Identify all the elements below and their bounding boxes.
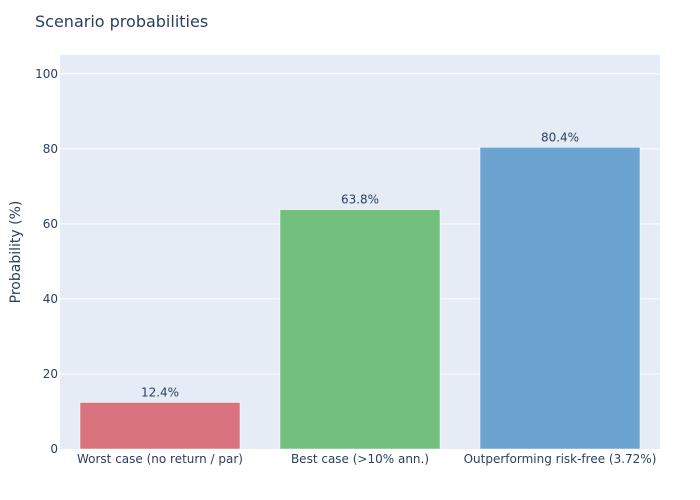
bar — [79, 402, 241, 450]
x-tick-label: Outperforming risk-free (3.72%) — [464, 452, 657, 466]
bar — [279, 209, 441, 450]
chart-title: Scenario probabilities — [35, 12, 208, 31]
bar — [479, 147, 641, 450]
y-tick-label: 40 — [43, 292, 58, 306]
y-tick-label: 0 — [50, 442, 58, 456]
data-label: 12.4% — [141, 385, 179, 399]
data-label: 80.4% — [541, 130, 579, 144]
y-tick-label: 60 — [43, 217, 58, 231]
y-tick-label: 80 — [43, 142, 58, 156]
y-axis-title: Probability (%) — [8, 201, 24, 304]
x-tick-label: Best case (>10% ann.) — [291, 452, 429, 466]
x-tick-label: Worst case (no return / par) — [77, 452, 243, 466]
data-label: 63.8% — [341, 193, 379, 207]
bars — [79, 147, 641, 450]
y-tick-label: 20 — [43, 367, 58, 381]
y-tick-label: 100 — [35, 67, 58, 81]
x-axis-ticks: Worst case (no return / par) Best case (>… — [77, 452, 656, 466]
data-labels: 12.4% 63.8% 80.4% — [141, 130, 579, 399]
y-axis-ticks: 0 20 40 60 80 100 — [35, 67, 58, 456]
